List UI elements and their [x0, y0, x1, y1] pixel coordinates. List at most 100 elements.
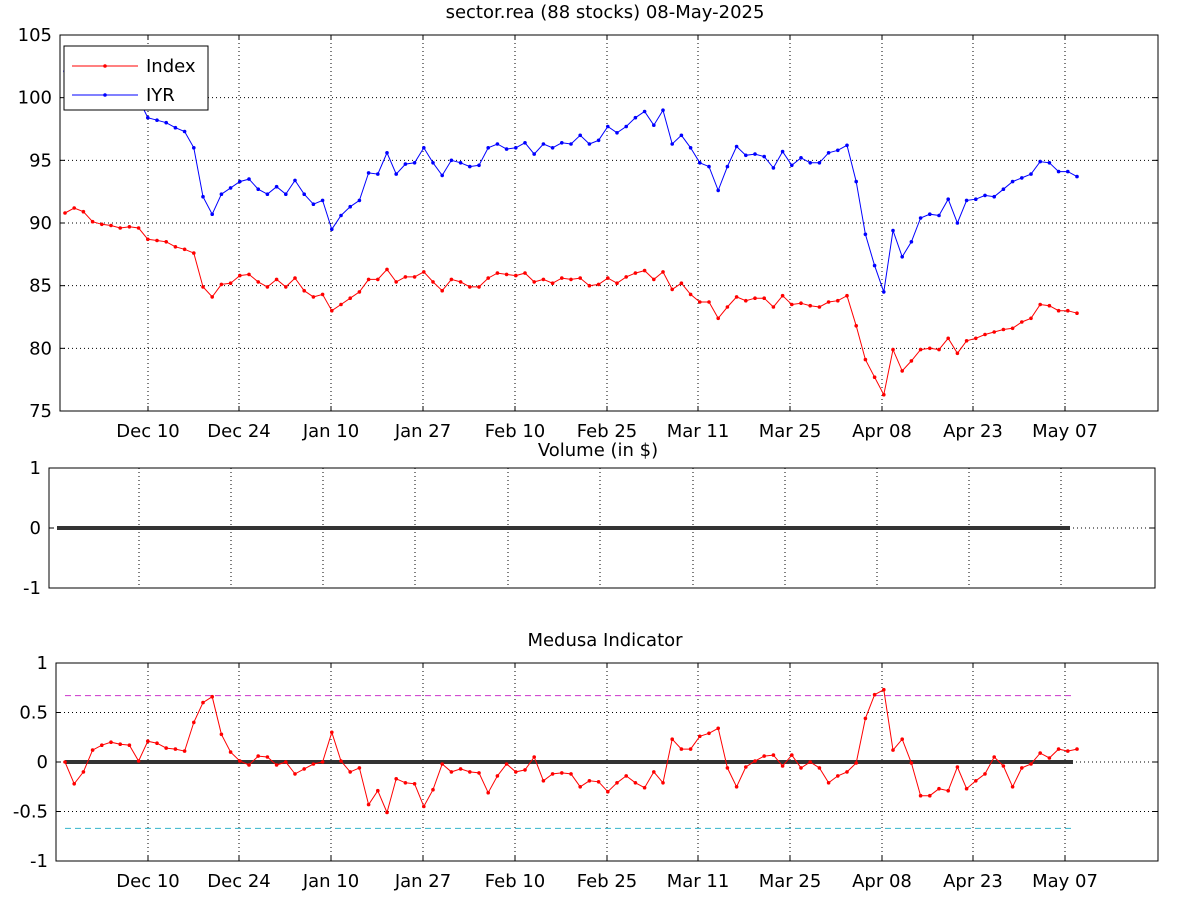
medusa-point	[118, 742, 122, 746]
legend-index-marker	[103, 64, 107, 68]
iyr-point	[679, 133, 684, 138]
index-point	[284, 285, 288, 289]
iyr-point	[468, 164, 472, 169]
index-point	[1001, 327, 1006, 332]
index-point	[992, 330, 996, 334]
y-tick-label: -1	[30, 851, 48, 872]
iyr-point	[688, 146, 693, 150]
iyr-point	[412, 161, 417, 165]
index-point	[790, 302, 794, 307]
iyr-point	[845, 143, 849, 148]
iyr-point	[173, 125, 178, 130]
iyr-point	[670, 142, 674, 146]
legend-iyr-label: IYR	[146, 85, 175, 106]
iyr-point	[882, 290, 886, 294]
medusa-point	[173, 747, 178, 751]
medusa-point	[955, 765, 960, 769]
medusa-point	[633, 781, 638, 785]
medusa-point	[946, 788, 950, 793]
index-point	[385, 267, 389, 272]
medusa-point	[90, 748, 95, 752]
index-point	[182, 247, 187, 252]
iyr-point	[817, 161, 822, 165]
iyr-point	[265, 192, 270, 196]
medusa-point	[725, 766, 730, 770]
index-point	[560, 276, 564, 280]
medusa-point	[504, 762, 509, 766]
iyr-point	[164, 120, 168, 125]
iyr-point	[1066, 169, 1070, 174]
index-point	[403, 275, 408, 279]
iyr-point	[762, 154, 766, 159]
x-tick-label: Mar 11	[667, 871, 730, 892]
iyr-point	[578, 133, 582, 138]
index-point	[100, 222, 104, 227]
iyr-point	[1001, 187, 1006, 191]
index-point	[265, 285, 270, 289]
medusa-point	[762, 754, 766, 758]
medusa-point	[652, 770, 656, 774]
index-point	[449, 277, 454, 282]
iyr-point	[955, 221, 960, 225]
iyr-point	[1056, 169, 1061, 174]
iyr-point	[504, 147, 509, 151]
medusa-series-line	[64, 688, 1078, 815]
index-point	[974, 336, 978, 341]
index-point	[320, 292, 325, 297]
index-point	[955, 351, 960, 356]
index-point	[900, 369, 904, 373]
index-point	[366, 277, 371, 282]
index-point	[780, 293, 785, 298]
index-point	[679, 281, 684, 286]
iyr-point	[661, 108, 665, 112]
medusa-point	[836, 774, 840, 778]
medusa-point	[486, 790, 491, 795]
medusa-point	[596, 780, 601, 784]
index-point	[688, 292, 693, 297]
iyr-point	[532, 152, 536, 156]
price-panel: sector.rea (88 stocks) 08-May-2025 75 80 8…	[18, 2, 1159, 442]
index-point	[596, 282, 601, 287]
medusa-point	[1075, 747, 1079, 751]
x-tick-label: Mar 25	[759, 871, 822, 892]
medusa-point	[974, 779, 978, 783]
medusa-point	[587, 779, 592, 783]
index-point	[872, 375, 877, 380]
index-point	[541, 277, 546, 282]
index-series-line	[64, 207, 1078, 397]
medusa-point	[127, 743, 132, 747]
iyr-point	[219, 192, 224, 196]
index-point	[201, 285, 205, 289]
x-tick-label: May 07	[1032, 421, 1098, 442]
medusa-point	[422, 804, 426, 809]
iyr-point	[771, 166, 776, 170]
medusa-point	[845, 770, 849, 774]
medusa-point	[707, 731, 711, 736]
x-tick-label: Apr 08	[852, 871, 912, 892]
index-point	[661, 270, 665, 274]
medusa-point	[311, 762, 316, 766]
index-point	[882, 392, 886, 397]
index-point	[514, 273, 518, 278]
index-point	[238, 273, 242, 278]
iyr-point	[155, 118, 159, 122]
iyr-point	[348, 204, 353, 209]
medusa-point	[394, 777, 399, 781]
x-tick-label: Mar 11	[667, 421, 730, 442]
legend-iyr-marker	[103, 93, 107, 97]
y-tick-label: -1	[23, 578, 41, 599]
index-point	[725, 305, 730, 309]
index-point	[302, 288, 307, 293]
index-point	[376, 277, 380, 282]
iyr-point	[725, 164, 730, 169]
medusa-point	[284, 760, 288, 764]
x-tick-label: May 07	[1032, 871, 1098, 892]
index-point	[854, 324, 858, 328]
iyr-point	[780, 149, 785, 154]
medusa-point	[817, 766, 822, 770]
x-tick-label: Jan 10	[302, 421, 359, 442]
legend-box	[63, 45, 209, 111]
iyr-point	[909, 240, 914, 244]
medusa-point	[440, 762, 445, 766]
